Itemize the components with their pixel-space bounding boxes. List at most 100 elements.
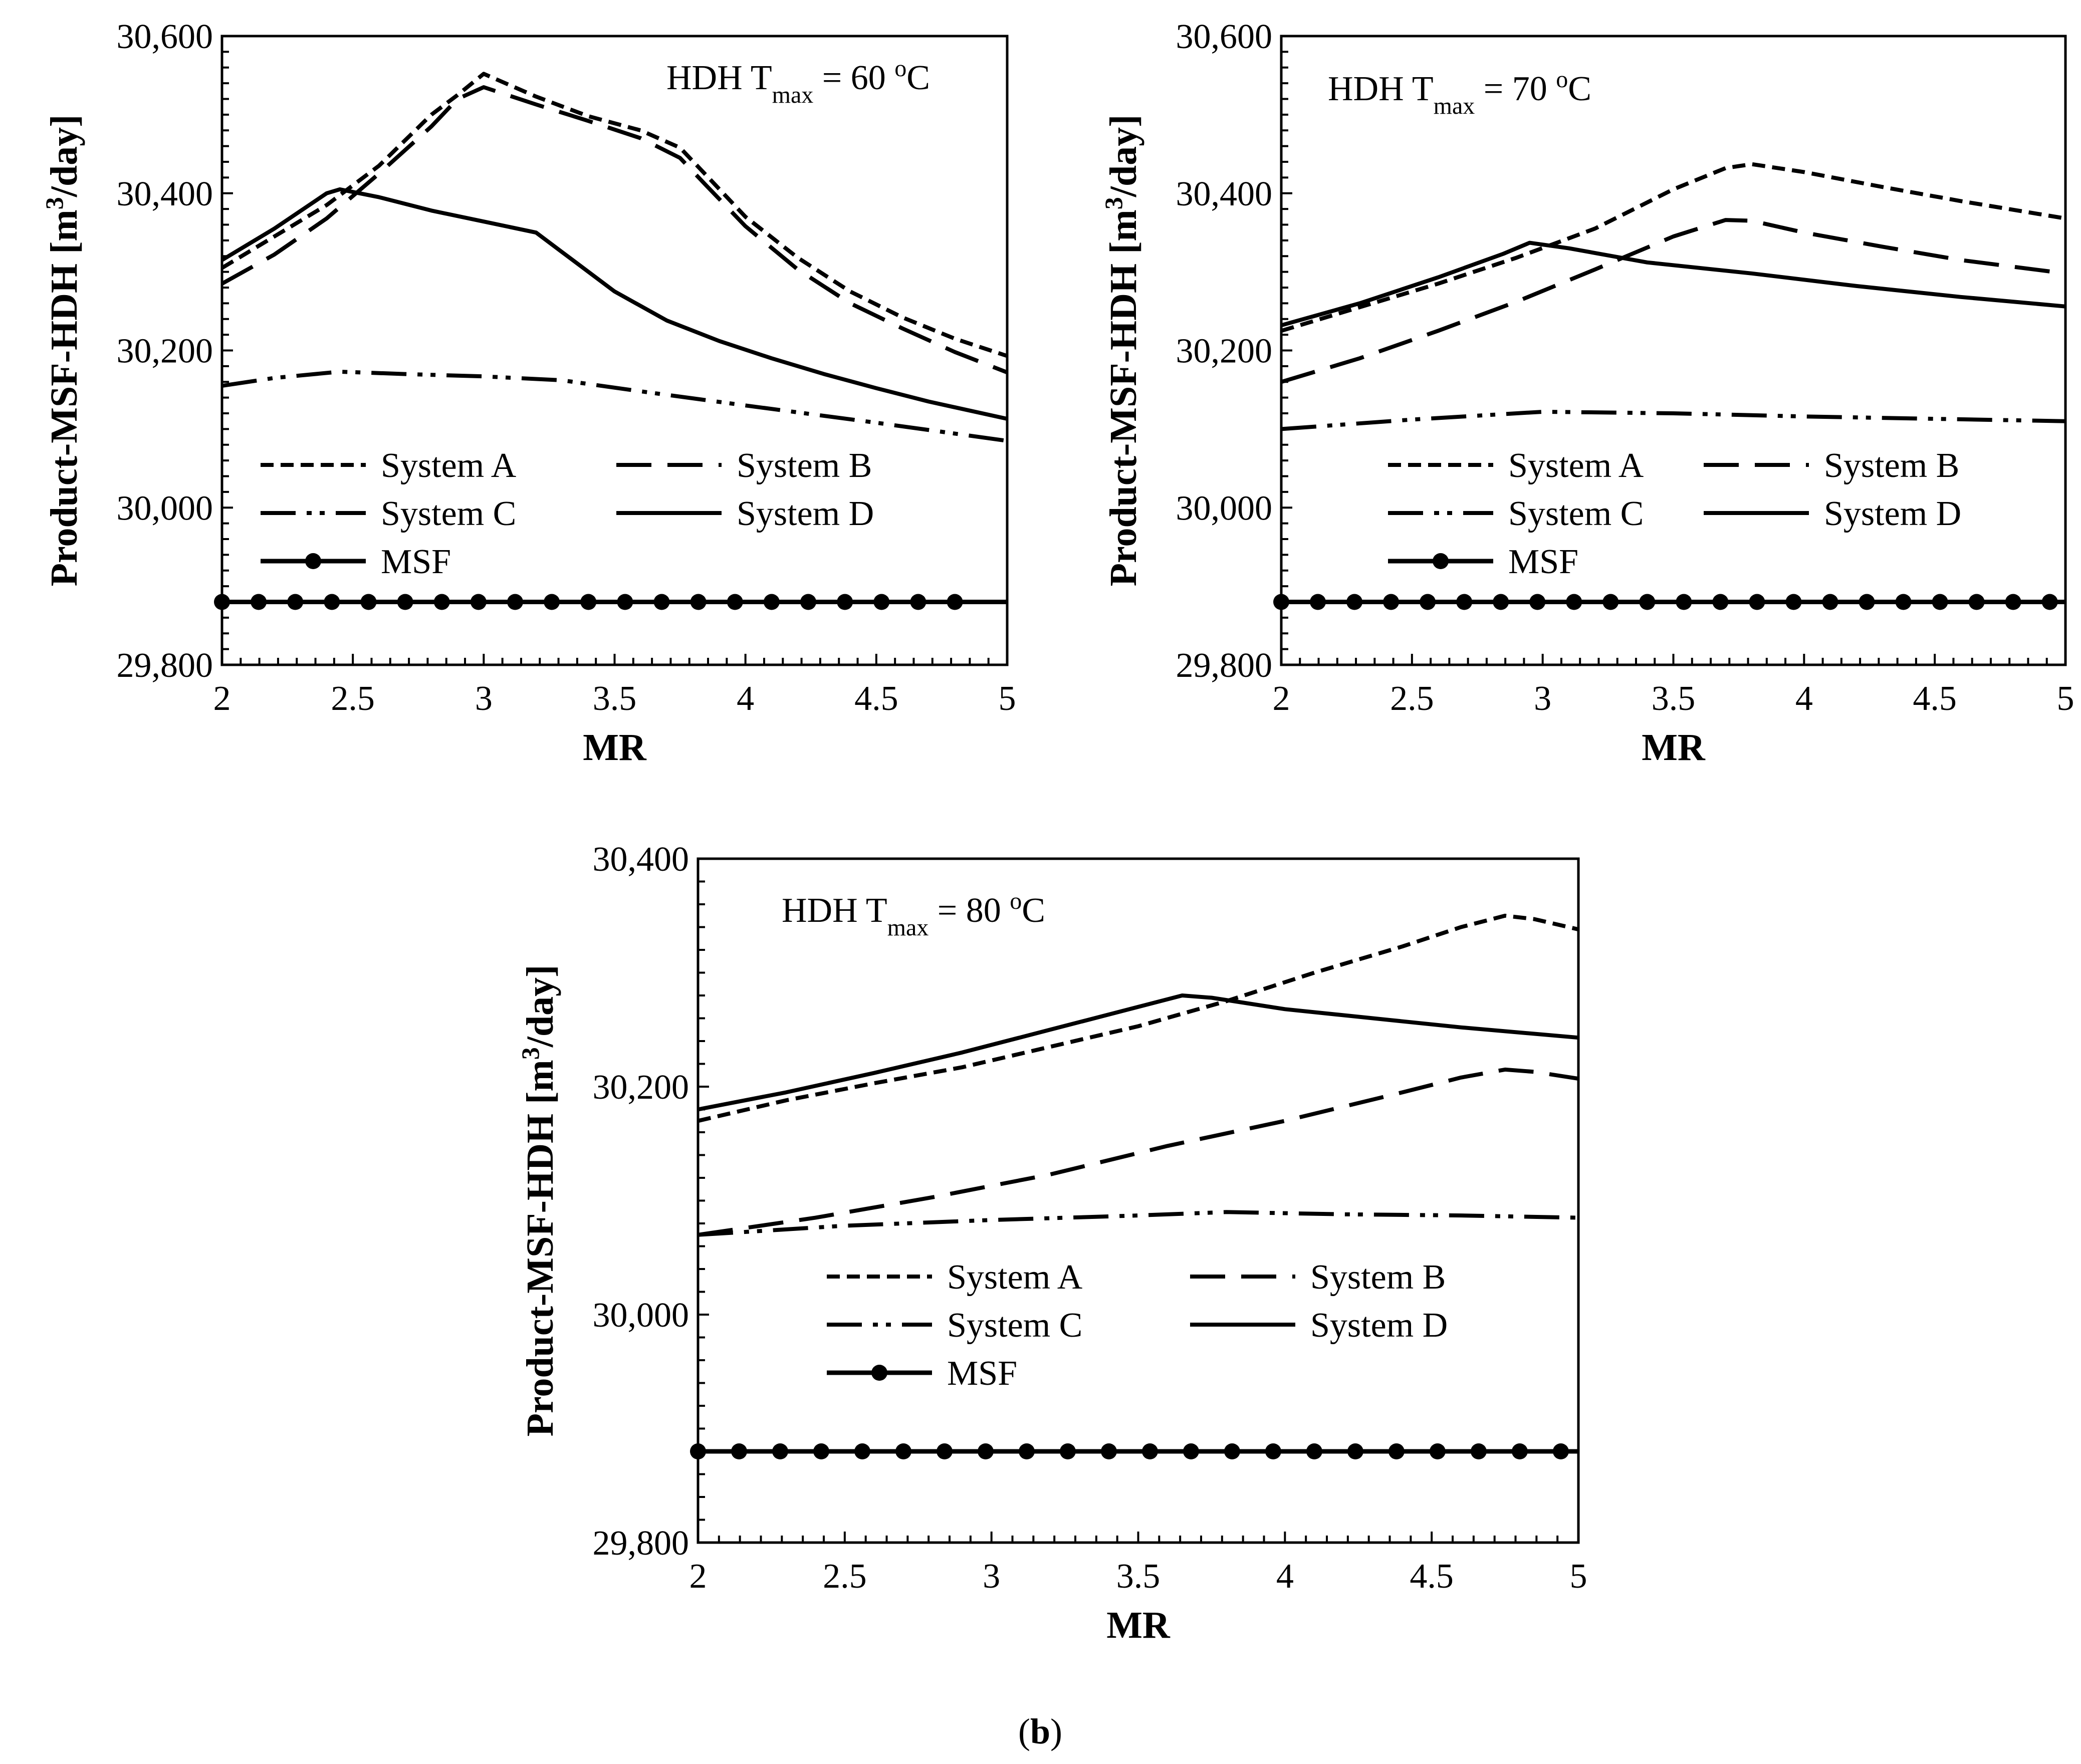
x-tick-label: 3.5: [1652, 679, 1696, 718]
msf-marker: [1552, 1443, 1569, 1459]
legend: System A System B System C System D MSF: [1388, 446, 1961, 581]
msf-marker: [1529, 594, 1546, 610]
legend-label: System C: [947, 1306, 1082, 1345]
legend-item-system-d: System D: [1704, 494, 1961, 533]
msf-marker: [1749, 594, 1765, 610]
msf-marker: [1346, 594, 1363, 610]
msf-marker: [873, 594, 890, 610]
legend-item-msf: MSF: [1388, 543, 1578, 581]
legend-label: System B: [1310, 1258, 1446, 1297]
legend: System A System B System C System D MSF: [261, 446, 874, 581]
y-axis-title: Product-MSF-HDH [m3/day]: [516, 965, 561, 1437]
msf-marker: [1470, 1443, 1487, 1459]
temperature-annotation: HDH Tmax = 70 oC: [1328, 66, 1591, 119]
msf-marker: [251, 594, 267, 610]
series-msf: [214, 594, 1007, 610]
x-tick-label: 3: [1534, 679, 1551, 718]
y-axis-title: Product-MSF-HDH [m3/day]: [1099, 115, 1144, 587]
msf-marker: [433, 594, 450, 610]
msf-marker: [947, 594, 963, 610]
msf-marker: [1429, 1443, 1446, 1459]
legend-marker: [305, 553, 321, 569]
legend-item-system-b: System B: [1704, 446, 1959, 485]
legend-item-system-d: System D: [616, 494, 874, 533]
series-system-a: [1280, 162, 2066, 333]
series-line: [1280, 218, 2066, 384]
series-line: [1280, 240, 2066, 328]
msf-marker: [1602, 594, 1619, 610]
y-tick-label: 30,200: [117, 332, 213, 371]
legend-label: System B: [737, 446, 872, 485]
series-system-c: [698, 1210, 1579, 1237]
y-tick-label: 29,800: [1176, 646, 1273, 685]
msf-marker: [1224, 1443, 1240, 1459]
y-axis-title: Product-MSF-HDH [m3/day]: [40, 115, 85, 587]
legend-label: System C: [1508, 494, 1644, 533]
x-tick-label: 4.5: [1913, 679, 1957, 718]
series-system-d: [698, 993, 1579, 1112]
x-tick-label: 3.5: [1116, 1557, 1161, 1596]
x-tick-label: 2.5: [823, 1557, 867, 1596]
msf-marker: [1347, 1443, 1363, 1459]
msf-marker: [1273, 594, 1289, 610]
msf-marker: [324, 594, 340, 610]
legend-item-system-c: System C: [261, 494, 516, 533]
msf-marker: [895, 1443, 911, 1459]
msf-marker: [690, 594, 707, 610]
y-tick-label: 29,800: [593, 1524, 689, 1563]
series-system-b: [1280, 218, 2066, 384]
temperature-annotation: HDH Tmax = 60 oC: [666, 55, 930, 108]
msf-marker: [1785, 594, 1802, 610]
x-axis-title: MR: [1642, 726, 1706, 769]
msf-marker: [1059, 1443, 1076, 1459]
y-tick-label: 30,600: [117, 18, 213, 56]
series-line: [220, 72, 1008, 358]
msf-marker: [1859, 594, 1875, 610]
legend-item-system-c: System C: [1388, 494, 1644, 533]
series-line: [221, 85, 1008, 375]
msf-marker: [1895, 594, 1912, 610]
legend-label: System A: [947, 1258, 1083, 1297]
msf-marker: [1932, 594, 1948, 610]
legend-marker: [871, 1365, 887, 1381]
y-tick-label: 30,200: [593, 1068, 689, 1107]
msf-marker: [1712, 594, 1729, 610]
y-tick-label: 30,400: [1176, 175, 1273, 213]
msf-marker: [2005, 594, 2021, 610]
msf-marker: [1456, 594, 1473, 610]
legend-item-system-a: System A: [261, 446, 517, 485]
legend-item-system-a: System A: [827, 1258, 1083, 1297]
x-tick-label: 4: [1276, 1557, 1294, 1596]
msf-marker: [1141, 1443, 1158, 1459]
legend-label: System A: [1508, 446, 1644, 485]
msf-marker: [2041, 594, 2058, 610]
legend-item-system-a: System A: [1388, 446, 1644, 485]
legend-item-msf: MSF: [261, 543, 451, 581]
msf-marker: [800, 594, 817, 610]
x-tick-label: 2: [689, 1557, 707, 1596]
series-system-b: [698, 1067, 1579, 1237]
msf-marker: [936, 1443, 953, 1459]
legend-item-system-d: System D: [1190, 1306, 1448, 1345]
legend-label: System D: [737, 494, 874, 533]
legend-label: System A: [381, 446, 517, 485]
series-msf: [690, 1443, 1578, 1459]
series-system-d: [1280, 240, 2066, 328]
series-system-d: [220, 187, 1008, 421]
series-system-a: [220, 72, 1008, 358]
series-line: [221, 369, 1008, 443]
legend-label: MSF: [947, 1354, 1017, 1393]
msf-marker: [1676, 594, 1692, 610]
msf-marker: [1265, 1443, 1281, 1459]
series-system-c: [1281, 409, 2066, 431]
legend-label: System D: [1824, 494, 1961, 533]
legend-label: MSF: [381, 543, 451, 581]
figure-caption: (b): [1018, 1711, 1062, 1751]
msf-marker: [1493, 594, 1509, 610]
msf-marker: [727, 594, 743, 610]
msf-marker: [1511, 1443, 1528, 1459]
msf-marker: [854, 1443, 870, 1459]
x-tick-label: 4: [1795, 679, 1813, 718]
x-tick-label: 4: [737, 679, 754, 718]
series-line: [1280, 162, 2066, 333]
